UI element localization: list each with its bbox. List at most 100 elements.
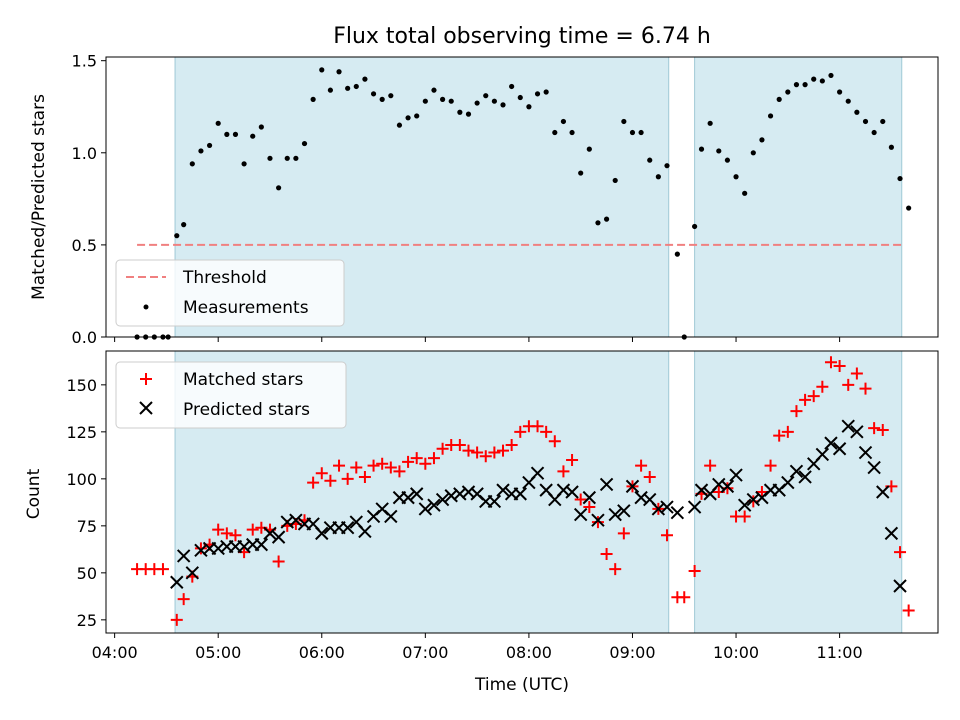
measurement-point <box>569 129 575 136</box>
predicted-star-point <box>720 479 735 494</box>
x-axis-label: Time (UTC) <box>474 675 569 695</box>
predicted-star-point <box>591 513 605 527</box>
matched-star-point <box>833 360 846 373</box>
matched-star-point <box>868 422 881 435</box>
matched-star-point <box>617 527 630 540</box>
matched-star-point <box>704 459 717 472</box>
predicted-star-point <box>670 505 685 520</box>
matched-star-point <box>220 527 233 540</box>
matched-star-point <box>738 510 751 523</box>
measurement-point <box>692 223 698 230</box>
x-axis <box>114 337 841 342</box>
measurement-point <box>698 146 705 152</box>
matched-star-point <box>859 382 872 395</box>
measurement-point <box>578 170 584 176</box>
measurement-point <box>405 115 411 121</box>
measurement-point <box>552 129 558 136</box>
measurement-point <box>811 76 817 82</box>
matched-star-point <box>600 548 613 561</box>
predicted-star-point <box>815 447 830 462</box>
top-legend: Threshold Measurements <box>115 259 345 327</box>
measurement-point <box>457 109 463 115</box>
x-tick-label: 05:00 <box>195 643 241 662</box>
matched-star-point <box>358 470 371 483</box>
measurement-point <box>560 118 567 125</box>
matched-star-point <box>212 523 225 536</box>
x-tick-label: 06:00 <box>299 643 345 662</box>
measurement-point <box>647 157 653 163</box>
matched-star-point <box>307 476 320 489</box>
matched-star-point <box>816 380 829 393</box>
legend-box <box>115 259 345 327</box>
measurement-point <box>906 205 912 211</box>
measurement-point <box>250 133 256 139</box>
predicted-star-point <box>694 483 709 497</box>
measurement-point <box>491 98 497 104</box>
measurement-point <box>862 118 869 125</box>
predicted-legend-swatch <box>139 401 153 415</box>
predicted-star-point <box>573 507 588 522</box>
measurement-point <box>232 131 239 137</box>
measurement-point <box>362 76 368 82</box>
observing-window-band <box>694 351 902 633</box>
measurement-point <box>742 190 748 196</box>
measurement-point <box>448 98 454 104</box>
predicted-star-point <box>625 479 640 494</box>
predicted-star-point <box>418 502 433 516</box>
measurement-point <box>888 144 894 150</box>
measurement-point <box>733 174 739 180</box>
measurement-point <box>759 137 765 143</box>
matched-star-point <box>229 529 242 542</box>
matched-star-point <box>807 390 820 403</box>
matched-star-point <box>410 452 423 465</box>
predicted-star-point <box>876 485 890 499</box>
legend-label-threshold: Threshold <box>182 268 267 288</box>
measurement-point <box>388 93 394 99</box>
predicted-star-point <box>496 483 510 497</box>
y-tick-label: 125 <box>66 423 97 442</box>
measurement-point <box>224 131 230 137</box>
predicted-star-point <box>289 513 303 527</box>
predicted-star-point <box>384 509 398 524</box>
predicted-star-point <box>884 526 899 541</box>
measurement-point <box>674 251 680 257</box>
matched-star-point <box>574 493 587 506</box>
matched-star-point <box>384 461 397 474</box>
predicted-star-point <box>832 442 847 456</box>
predicted-star-point <box>487 494 502 509</box>
x-tick-label: 09:00 <box>609 643 655 662</box>
measurement-point <box>474 100 480 106</box>
y-tick-label: 0.0 <box>72 328 97 347</box>
measurement-point <box>431 87 437 93</box>
matched-star-point <box>799 393 812 406</box>
y-tick-label: 50 <box>77 564 97 583</box>
measurement-point <box>603 216 610 222</box>
predicted-star-point <box>409 487 424 501</box>
measurement-point <box>293 155 299 161</box>
predicted-star-point <box>271 530 286 544</box>
matched-star-point <box>531 420 544 433</box>
predicted-star-point <box>687 500 702 514</box>
predicted-star-point <box>435 492 450 507</box>
predicted-star-point <box>858 445 873 460</box>
matched-star-point <box>557 465 570 478</box>
measurement-point <box>534 91 541 97</box>
measurement-point <box>353 83 359 90</box>
measurement-point <box>854 109 860 115</box>
measurement-point <box>276 185 282 191</box>
predicted-star-point <box>401 490 415 505</box>
measurement-point <box>483 93 489 99</box>
matched-star-point <box>583 501 596 514</box>
measurement-point <box>284 155 290 161</box>
measurement-point <box>414 113 420 119</box>
matched-star-point <box>341 472 354 485</box>
measurement-point <box>301 140 308 147</box>
y-tick-label: 1.5 <box>72 52 97 71</box>
flux-ratio-panel: 0.0 0.5 1.0 1.5 Flux total observing time =… <box>29 24 939 347</box>
predicted-star-point <box>841 419 855 433</box>
measurement-point <box>310 96 316 102</box>
top-y-axis-label: Matched/Predicted stars <box>29 94 49 300</box>
matched-star-point <box>566 454 579 467</box>
measurement-point <box>379 96 385 102</box>
matched-star-point <box>272 555 285 568</box>
